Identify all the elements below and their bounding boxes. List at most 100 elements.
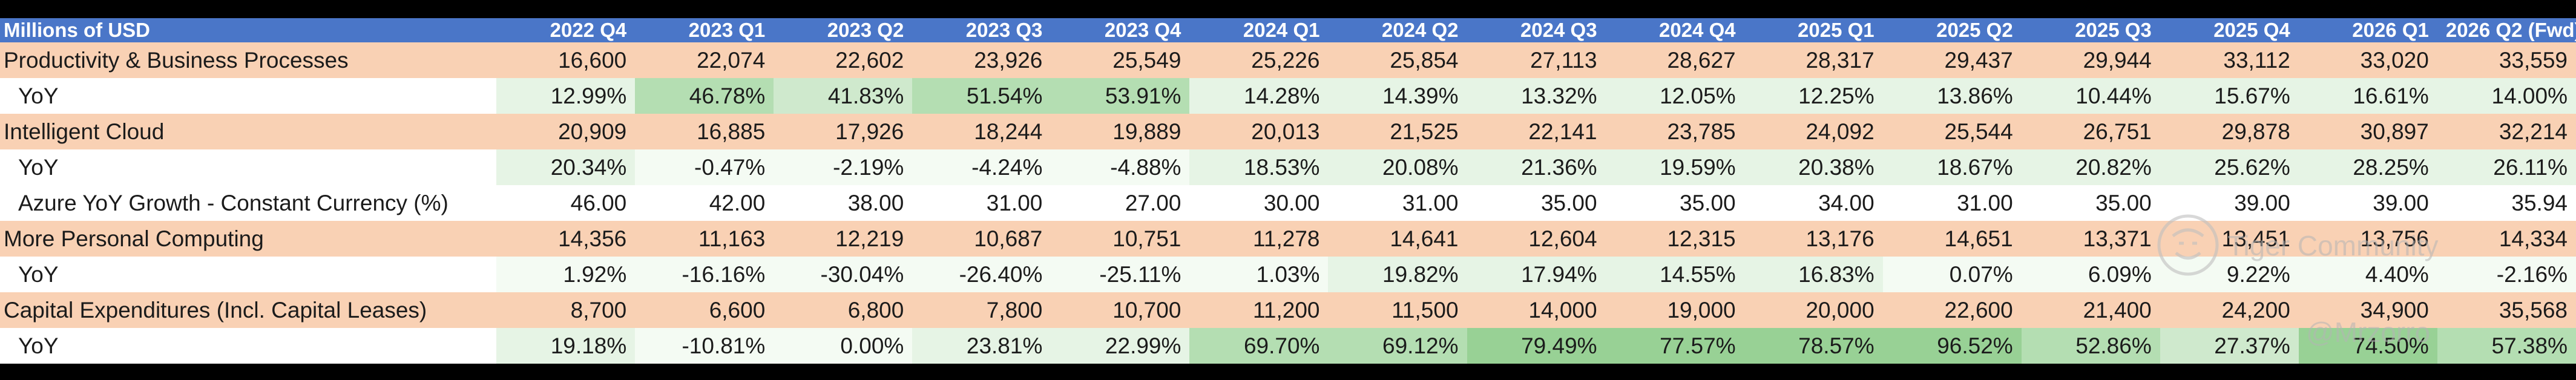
table-cell: -2.19% <box>774 149 913 185</box>
table-cell: 14.28% <box>1189 78 1329 114</box>
column-header: 2025 Q3 <box>2021 18 2160 42</box>
table-cell: 34.00 <box>1744 185 1883 221</box>
table-cell: 19,000 <box>1605 292 1744 328</box>
table-cell: 19.18% <box>496 328 636 364</box>
table-cell: 23,926 <box>912 42 1051 78</box>
table-cell: 21.36% <box>1467 149 1606 185</box>
row-label: Azure YoY Growth - Constant Currency (%) <box>0 185 497 221</box>
table-cell: 51.54% <box>912 78 1051 114</box>
table-cell: 29,944 <box>2021 42 2160 78</box>
table-row: More Personal Computing 14,356 11,163 12,21… <box>0 221 2576 257</box>
table-cell: 74.50% <box>2298 328 2437 364</box>
table-cell: 14,651 <box>1882 221 2022 257</box>
table-cell: 41.83% <box>774 78 913 114</box>
table-cell: 11,163 <box>635 221 774 257</box>
column-header: 2026 Q2 (Fwd) <box>2437 18 2576 42</box>
table-cell: 13.32% <box>1467 78 1606 114</box>
table-cell: 13,756 <box>2298 221 2437 257</box>
table-cell: 33,559 <box>2437 42 2576 78</box>
table-cell: 29,878 <box>2160 114 2299 149</box>
row-label: YoY <box>0 78 497 114</box>
table-cell: 26,751 <box>2021 114 2160 149</box>
table-cell: 4.40% <box>2298 257 2437 292</box>
table-row: YoY 20.34% -0.47% -2.19% -4.24% -4.88% 18.53% 2… <box>0 149 2576 185</box>
table-cell: 8,700 <box>496 292 636 328</box>
table-cell: 46.00 <box>496 185 636 221</box>
table-cell: 35.00 <box>2021 185 2160 221</box>
table-cell: 14,334 <box>2437 221 2576 257</box>
table-row: Productivity & Business Processes 16,600 2… <box>0 42 2576 78</box>
column-header: 2023 Q4 <box>1051 18 1190 42</box>
column-header: 2023 Q2 <box>774 18 913 42</box>
column-header: 2024 Q2 <box>1328 18 1467 42</box>
column-header: 2024 Q3 <box>1467 18 1606 42</box>
table-cell: -25.11% <box>1051 257 1190 292</box>
table-cell: 35.94 <box>2437 185 2576 221</box>
table-cell: 46.78% <box>635 78 774 114</box>
table-cell: 42.00 <box>635 185 774 221</box>
table-cell: 18.53% <box>1189 149 1329 185</box>
table-cell: 13.86% <box>1882 78 2022 114</box>
row-label: Intelligent Cloud <box>0 114 497 149</box>
table-cell: 25,544 <box>1882 114 2022 149</box>
table-cell: 29,437 <box>1882 42 2022 78</box>
table-cell: 12.05% <box>1605 78 1744 114</box>
column-header: 2023 Q3 <box>912 18 1051 42</box>
table-cell: 16,885 <box>635 114 774 149</box>
table-cell: 79.49% <box>1467 328 1606 364</box>
table-cell: 96.52% <box>1882 328 2022 364</box>
table-cell: 6.09% <box>2021 257 2160 292</box>
table-cell: 10,751 <box>1051 221 1190 257</box>
table-cell: 30.00 <box>1189 185 1329 221</box>
table-cell: 1.92% <box>496 257 636 292</box>
table-cell: 38.00 <box>774 185 913 221</box>
table-cell: 17,926 <box>774 114 913 149</box>
table-cell: 28.25% <box>2298 149 2437 185</box>
table-cell: 16.61% <box>2298 78 2437 114</box>
table-cell: 12,219 <box>774 221 913 257</box>
table-cell: 25,549 <box>1051 42 1190 78</box>
table-cell: -16.16% <box>635 257 774 292</box>
table-cell: 14.39% <box>1328 78 1467 114</box>
table-cell: 14,000 <box>1467 292 1606 328</box>
table-cell: 9.22% <box>2160 257 2299 292</box>
table-cell: 19.59% <box>1605 149 1744 185</box>
column-header: 2022 Q4 <box>496 18 636 42</box>
table-cell: 20,000 <box>1744 292 1883 328</box>
table-cell: 28,627 <box>1605 42 1744 78</box>
table-cell: -30.04% <box>774 257 913 292</box>
column-header: 2024 Q4 <box>1605 18 1744 42</box>
table-cell: 14,641 <box>1328 221 1467 257</box>
row-label: YoY <box>0 328 497 364</box>
header-row: Millions of USD 2022 Q4 2023 Q1 2023 Q2 202… <box>0 18 2576 42</box>
table-cell: 14,356 <box>496 221 636 257</box>
table-cell: 13,371 <box>2021 221 2160 257</box>
row-label: YoY <box>0 149 497 185</box>
table-cell: 0.00% <box>774 328 913 364</box>
table-cell: 21,400 <box>2021 292 2160 328</box>
table-cell: 20.82% <box>2021 149 2160 185</box>
table-row: Intelligent Cloud 20,909 16,885 17,926 18,24… <box>0 114 2576 149</box>
table-cell: 33,112 <box>2160 42 2299 78</box>
column-header: 2024 Q1 <box>1189 18 1329 42</box>
column-header: 2025 Q2 <box>1882 18 2022 42</box>
table-cell: 1.03% <box>1189 257 1329 292</box>
column-header: 2025 Q1 <box>1744 18 1883 42</box>
table-cell: 69.70% <box>1189 328 1329 364</box>
table-cell: 18,244 <box>912 114 1051 149</box>
row-label: YoY <box>0 257 497 292</box>
table-cell: 25.62% <box>2160 149 2299 185</box>
table-cell: 20.34% <box>496 149 636 185</box>
table-row: YoY 12.99% 46.78% 41.83% 51.54% 53.91% 14.28% 1… <box>0 78 2576 114</box>
corner-label: Millions of USD <box>0 18 497 42</box>
table-cell: 12.25% <box>1744 78 1883 114</box>
table-cell: 77.57% <box>1605 328 1744 364</box>
table-cell: 22.99% <box>1051 328 1190 364</box>
table-cell: 11,278 <box>1189 221 1329 257</box>
table-cell: 13,176 <box>1744 221 1883 257</box>
table-cell: 23,785 <box>1605 114 1744 149</box>
table-cell: 19,889 <box>1051 114 1190 149</box>
table-cell: 25,854 <box>1328 42 1467 78</box>
table-cell: 14.00% <box>2437 78 2576 114</box>
table-cell: -4.24% <box>912 149 1051 185</box>
